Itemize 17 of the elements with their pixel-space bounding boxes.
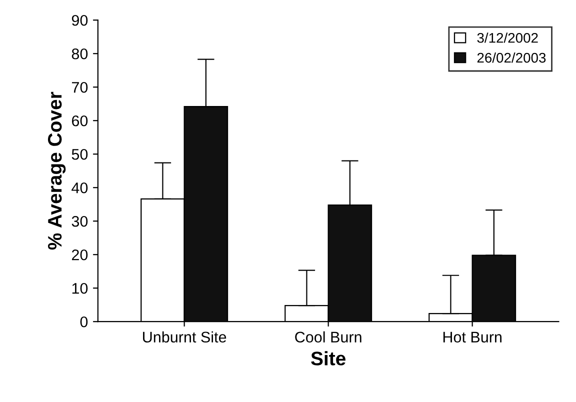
- y-tick-label: 60: [72, 115, 88, 126]
- y-tick-label: 40: [72, 182, 88, 194]
- legend-label: 26/02/2003: [477, 52, 546, 63]
- x-tick-label: Unburnt Site: [143, 331, 226, 343]
- y-tick-label: 90: [72, 14, 88, 26]
- y-tick-label: 0: [80, 316, 88, 328]
- legend-label: 3/12/2002: [477, 32, 538, 43]
- y-tick-label: 30: [72, 216, 88, 227]
- y-axis-title: % Average Cover: [48, 92, 66, 250]
- y-tick-label: 50: [72, 148, 88, 160]
- y-tick-label: 10: [72, 282, 88, 294]
- y-tick-label: 80: [72, 48, 88, 60]
- y-tick-label: 20: [72, 249, 88, 260]
- x-tick-label: Hot Burn: [443, 332, 502, 343]
- x-tick-label: Cool Burn: [295, 331, 362, 343]
- x-axis-title: Site: [311, 351, 346, 366]
- y-tick-label: 70: [72, 82, 88, 93]
